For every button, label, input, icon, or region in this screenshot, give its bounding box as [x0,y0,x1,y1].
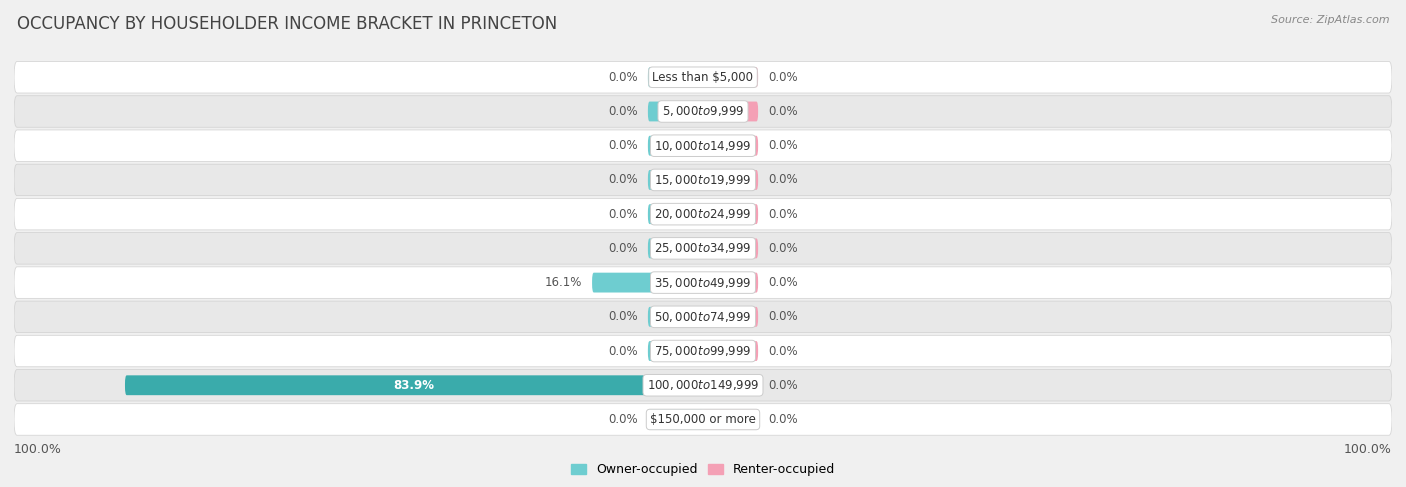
Text: 0.0%: 0.0% [769,379,799,392]
Text: Source: ZipAtlas.com: Source: ZipAtlas.com [1271,15,1389,25]
FancyBboxPatch shape [14,370,1392,401]
Text: Less than $5,000: Less than $5,000 [652,71,754,84]
FancyBboxPatch shape [648,204,703,224]
Text: $75,000 to $99,999: $75,000 to $99,999 [654,344,752,358]
FancyBboxPatch shape [14,301,1392,333]
Text: 0.0%: 0.0% [607,105,637,118]
Text: 100.0%: 100.0% [1344,444,1392,456]
FancyBboxPatch shape [703,273,758,293]
Text: OCCUPANCY BY HOUSEHOLDER INCOME BRACKET IN PRINCETON: OCCUPANCY BY HOUSEHOLDER INCOME BRACKET … [17,15,557,33]
Text: 16.1%: 16.1% [544,276,582,289]
FancyBboxPatch shape [648,307,703,327]
FancyBboxPatch shape [703,204,758,224]
Legend: Owner-occupied, Renter-occupied: Owner-occupied, Renter-occupied [567,458,839,482]
Text: 0.0%: 0.0% [769,105,799,118]
FancyBboxPatch shape [14,61,1392,93]
Text: $25,000 to $34,999: $25,000 to $34,999 [654,242,752,255]
Text: $5,000 to $9,999: $5,000 to $9,999 [662,105,744,118]
Text: 0.0%: 0.0% [769,276,799,289]
Text: 0.0%: 0.0% [769,242,799,255]
FancyBboxPatch shape [14,267,1392,299]
FancyBboxPatch shape [648,102,703,121]
Text: 0.0%: 0.0% [769,139,799,152]
FancyBboxPatch shape [648,67,703,87]
FancyBboxPatch shape [703,375,758,395]
Text: 0.0%: 0.0% [769,173,799,187]
FancyBboxPatch shape [14,96,1392,127]
FancyBboxPatch shape [703,102,758,121]
Text: 0.0%: 0.0% [769,207,799,221]
Text: 0.0%: 0.0% [607,413,637,426]
FancyBboxPatch shape [703,341,758,361]
Text: $10,000 to $14,999: $10,000 to $14,999 [654,139,752,153]
Text: $35,000 to $49,999: $35,000 to $49,999 [654,276,752,290]
FancyBboxPatch shape [14,404,1392,435]
FancyBboxPatch shape [648,239,703,258]
FancyBboxPatch shape [648,410,703,430]
Text: 83.9%: 83.9% [394,379,434,392]
FancyBboxPatch shape [14,130,1392,162]
Text: 0.0%: 0.0% [769,310,799,323]
FancyBboxPatch shape [648,341,703,361]
Text: $150,000 or more: $150,000 or more [650,413,756,426]
Text: $20,000 to $24,999: $20,000 to $24,999 [654,207,752,221]
Text: 0.0%: 0.0% [607,173,637,187]
Text: 0.0%: 0.0% [607,207,637,221]
Text: 0.0%: 0.0% [769,71,799,84]
Text: 0.0%: 0.0% [607,310,637,323]
Text: 100.0%: 100.0% [14,444,62,456]
FancyBboxPatch shape [703,67,758,87]
FancyBboxPatch shape [14,335,1392,367]
FancyBboxPatch shape [14,233,1392,264]
Text: 0.0%: 0.0% [607,344,637,357]
FancyBboxPatch shape [703,410,758,430]
Text: 0.0%: 0.0% [607,71,637,84]
FancyBboxPatch shape [14,198,1392,230]
FancyBboxPatch shape [703,136,758,156]
FancyBboxPatch shape [703,170,758,190]
FancyBboxPatch shape [703,239,758,258]
Text: $15,000 to $19,999: $15,000 to $19,999 [654,173,752,187]
FancyBboxPatch shape [125,375,703,395]
Text: $100,000 to $149,999: $100,000 to $149,999 [647,378,759,392]
FancyBboxPatch shape [14,164,1392,196]
FancyBboxPatch shape [592,273,703,293]
Text: 0.0%: 0.0% [607,242,637,255]
Text: 0.0%: 0.0% [769,344,799,357]
FancyBboxPatch shape [648,136,703,156]
FancyBboxPatch shape [648,170,703,190]
Text: 0.0%: 0.0% [769,413,799,426]
FancyBboxPatch shape [703,307,758,327]
Text: $50,000 to $74,999: $50,000 to $74,999 [654,310,752,324]
Text: 0.0%: 0.0% [607,139,637,152]
